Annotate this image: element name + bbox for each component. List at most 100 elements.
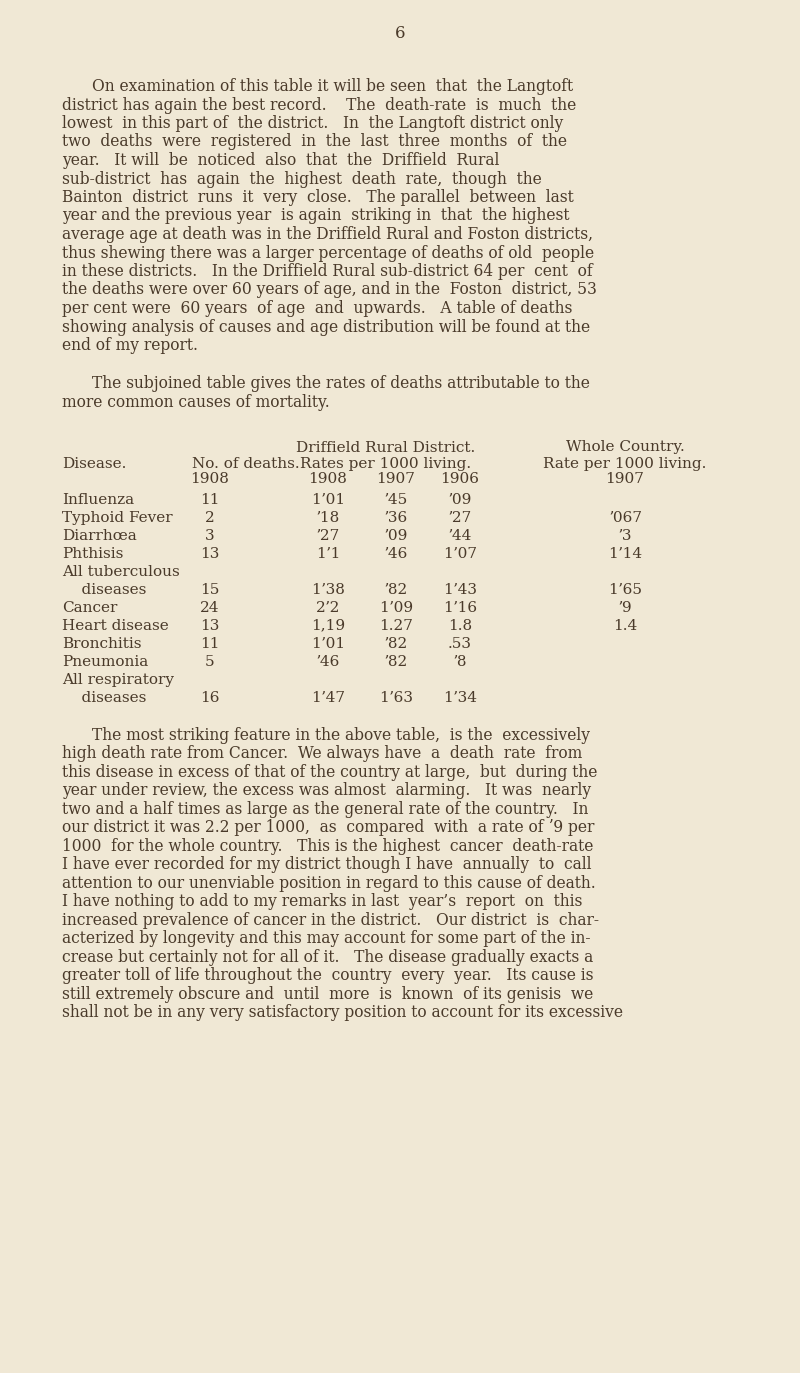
Text: still extremely obscure and  until  more  is  known  of its genisis  we: still extremely obscure and until more i… — [62, 986, 594, 1002]
Text: ʼ3: ʼ3 — [618, 529, 632, 542]
Text: 13: 13 — [200, 619, 220, 633]
Text: 6: 6 — [394, 25, 406, 43]
Text: per cent were  60 years  of age  and  upwards.   A table of deaths: per cent were 60 years of age and upward… — [62, 299, 572, 317]
Text: ʼ82: ʼ82 — [384, 637, 408, 651]
Text: diseases: diseases — [62, 582, 146, 597]
Text: ʼ09: ʼ09 — [448, 493, 472, 507]
Text: thus shewing there was a larger percentage of deaths of old  people: thus shewing there was a larger percenta… — [62, 244, 594, 261]
Text: more common causes of mortality.: more common causes of mortality. — [62, 394, 330, 411]
Text: acterized by longevity and this may account for some part of the in-: acterized by longevity and this may acco… — [62, 930, 590, 947]
Text: 16: 16 — [200, 691, 220, 704]
Text: ʼ45: ʼ45 — [384, 493, 408, 507]
Text: 1ʼ47: 1ʼ47 — [311, 691, 345, 704]
Text: 1ʼ65: 1ʼ65 — [608, 582, 642, 597]
Text: ʼ9: ʼ9 — [618, 601, 632, 615]
Text: high death rate from Cancer.  We always have  a  death  rate  from: high death rate from Cancer. We always h… — [62, 746, 582, 762]
Text: year under review, the excess was almost  alarming.   It was  nearly: year under review, the excess was almost… — [62, 783, 591, 799]
Text: 1908: 1908 — [190, 472, 230, 486]
Text: ʼ27: ʼ27 — [316, 529, 340, 542]
Text: All tuberculous: All tuberculous — [62, 564, 180, 578]
Text: No. of deaths.: No. of deaths. — [192, 457, 300, 471]
Text: attention to our unenviable position in regard to this cause of death.: attention to our unenviable position in … — [62, 875, 596, 891]
Text: 1907: 1907 — [606, 472, 645, 486]
Text: 3: 3 — [205, 529, 215, 542]
Text: On examination of this table it will be seen  that  the Langtoft: On examination of this table it will be … — [92, 78, 573, 95]
Text: Heart disease: Heart disease — [62, 619, 169, 633]
Text: two and a half times as large as the general rate of the country.   In: two and a half times as large as the gen… — [62, 800, 588, 818]
Text: 1ʼ09: 1ʼ09 — [379, 601, 413, 615]
Text: Whole Country.: Whole Country. — [566, 441, 684, 454]
Text: greater toll of life throughout the  country  every  year.   Its cause is: greater toll of life throughout the coun… — [62, 967, 594, 984]
Text: ʼ8: ʼ8 — [453, 655, 467, 669]
Text: district has again the best record.    The  death-rate  is  much  the: district has again the best record. The … — [62, 96, 576, 114]
Text: showing analysis of causes and age distribution will be found at the: showing analysis of causes and age distr… — [62, 319, 590, 335]
Text: ʼ44: ʼ44 — [448, 529, 472, 542]
Text: 24: 24 — [200, 601, 220, 615]
Text: 1ʼ16: 1ʼ16 — [443, 601, 477, 615]
Text: ʼ46: ʼ46 — [316, 655, 340, 669]
Text: 1ʼ34: 1ʼ34 — [443, 691, 477, 704]
Text: 11: 11 — [200, 637, 220, 651]
Text: Phthisis: Phthisis — [62, 546, 123, 560]
Text: ʼ46: ʼ46 — [384, 546, 408, 560]
Text: Bronchitis: Bronchitis — [62, 637, 142, 651]
Text: Diarrhœa: Diarrhœa — [62, 529, 137, 542]
Text: in these districts.   In the Driffield Rural sub-district 64 per  cent  of: in these districts. In the Driffield Rur… — [62, 264, 593, 280]
Text: The subjoined table gives the rates of deaths attributable to the: The subjoined table gives the rates of d… — [92, 375, 590, 393]
Text: the deaths were over 60 years of age, and in the  Foston  district, 53: the deaths were over 60 years of age, an… — [62, 281, 597, 298]
Text: I have nothing to add to my remarks in last  year’s  report  on  this: I have nothing to add to my remarks in l… — [62, 894, 582, 910]
Text: 1ʼ63: 1ʼ63 — [379, 691, 413, 704]
Text: lowest  in this part of  the district.   In  the Langtoft district only: lowest in this part of the district. In … — [62, 115, 563, 132]
Text: our district it was 2.2 per 1000,  as  compared  with  a rate of ʼ9 per: our district it was 2.2 per 1000, as com… — [62, 820, 594, 836]
Text: average age at death was in the Driffield Rural and Foston districts,: average age at death was in the Driffiel… — [62, 227, 593, 243]
Text: Driffield Rural District.: Driffield Rural District. — [296, 441, 476, 454]
Text: 1.27: 1.27 — [379, 619, 413, 633]
Text: 1ʼ07: 1ʼ07 — [443, 546, 477, 560]
Text: 2: 2 — [205, 511, 215, 524]
Text: 1000  for the whole country.   This is the highest  cancer  death-rate: 1000 for the whole country. This is the … — [62, 838, 594, 855]
Text: I have ever recorded for my district though I have  annually  to  call: I have ever recorded for my district tho… — [62, 857, 591, 873]
Text: Bainton  district  runs  it  very  close.   The parallel  between  last: Bainton district runs it very close. The… — [62, 189, 574, 206]
Text: 1906: 1906 — [441, 472, 479, 486]
Text: The most striking feature in the above table,  is the  excessively: The most striking feature in the above t… — [92, 726, 590, 744]
Text: 13: 13 — [200, 546, 220, 560]
Text: diseases: diseases — [62, 691, 146, 704]
Text: Cancer: Cancer — [62, 601, 118, 615]
Text: 1ʼ43: 1ʼ43 — [443, 582, 477, 597]
Text: 15: 15 — [200, 582, 220, 597]
Text: 1ʼ01: 1ʼ01 — [311, 637, 345, 651]
Text: Pneumonia: Pneumonia — [62, 655, 148, 669]
Text: 11: 11 — [200, 493, 220, 507]
Text: ʼ82: ʼ82 — [384, 582, 408, 597]
Text: ʼ18: ʼ18 — [316, 511, 340, 524]
Text: year and the previous year  is again  striking in  that  the highest: year and the previous year is again stri… — [62, 207, 570, 225]
Text: .53: .53 — [448, 637, 472, 651]
Text: All respiratory: All respiratory — [62, 673, 174, 686]
Text: 1ʼ38: 1ʼ38 — [311, 582, 345, 597]
Text: 1ʼ14: 1ʼ14 — [608, 546, 642, 560]
Text: ʼ067: ʼ067 — [608, 511, 642, 524]
Text: increased prevalence of cancer in the district.   Our district  is  char-: increased prevalence of cancer in the di… — [62, 912, 599, 928]
Text: 1,19: 1,19 — [311, 619, 345, 633]
Text: ʼ27: ʼ27 — [448, 511, 472, 524]
Text: 1.8: 1.8 — [448, 619, 472, 633]
Text: ʼ09: ʼ09 — [384, 529, 408, 542]
Text: 1ʼ01: 1ʼ01 — [311, 493, 345, 507]
Text: Rates per 1000 living.: Rates per 1000 living. — [301, 457, 471, 471]
Text: Typhoid Fever: Typhoid Fever — [62, 511, 173, 524]
Text: year.   It will  be  noticed  also  that  the  Driffield  Rural: year. It will be noticed also that the D… — [62, 152, 499, 169]
Text: crease but certainly not for all of it.   The disease gradually exacts a: crease but certainly not for all of it. … — [62, 949, 594, 965]
Text: shall not be in any very satisfactory position to account for its excessive: shall not be in any very satisfactory po… — [62, 1004, 623, 1022]
Text: ʼ36: ʼ36 — [384, 511, 408, 524]
Text: ʼ82: ʼ82 — [384, 655, 408, 669]
Text: 2ʼ2: 2ʼ2 — [316, 601, 340, 615]
Text: this disease in excess of that of the country at large,  but  during the: this disease in excess of that of the co… — [62, 763, 598, 781]
Text: Disease.: Disease. — [62, 457, 126, 471]
Text: 1907: 1907 — [377, 472, 415, 486]
Text: 5: 5 — [205, 655, 215, 669]
Text: Influenza: Influenza — [62, 493, 134, 507]
Text: 1.4: 1.4 — [613, 619, 637, 633]
Text: two  deaths  were  registered  in  the  last  three  months  of  the: two deaths were registered in the last t… — [62, 133, 567, 151]
Text: end of my report.: end of my report. — [62, 336, 198, 354]
Text: 1908: 1908 — [309, 472, 347, 486]
